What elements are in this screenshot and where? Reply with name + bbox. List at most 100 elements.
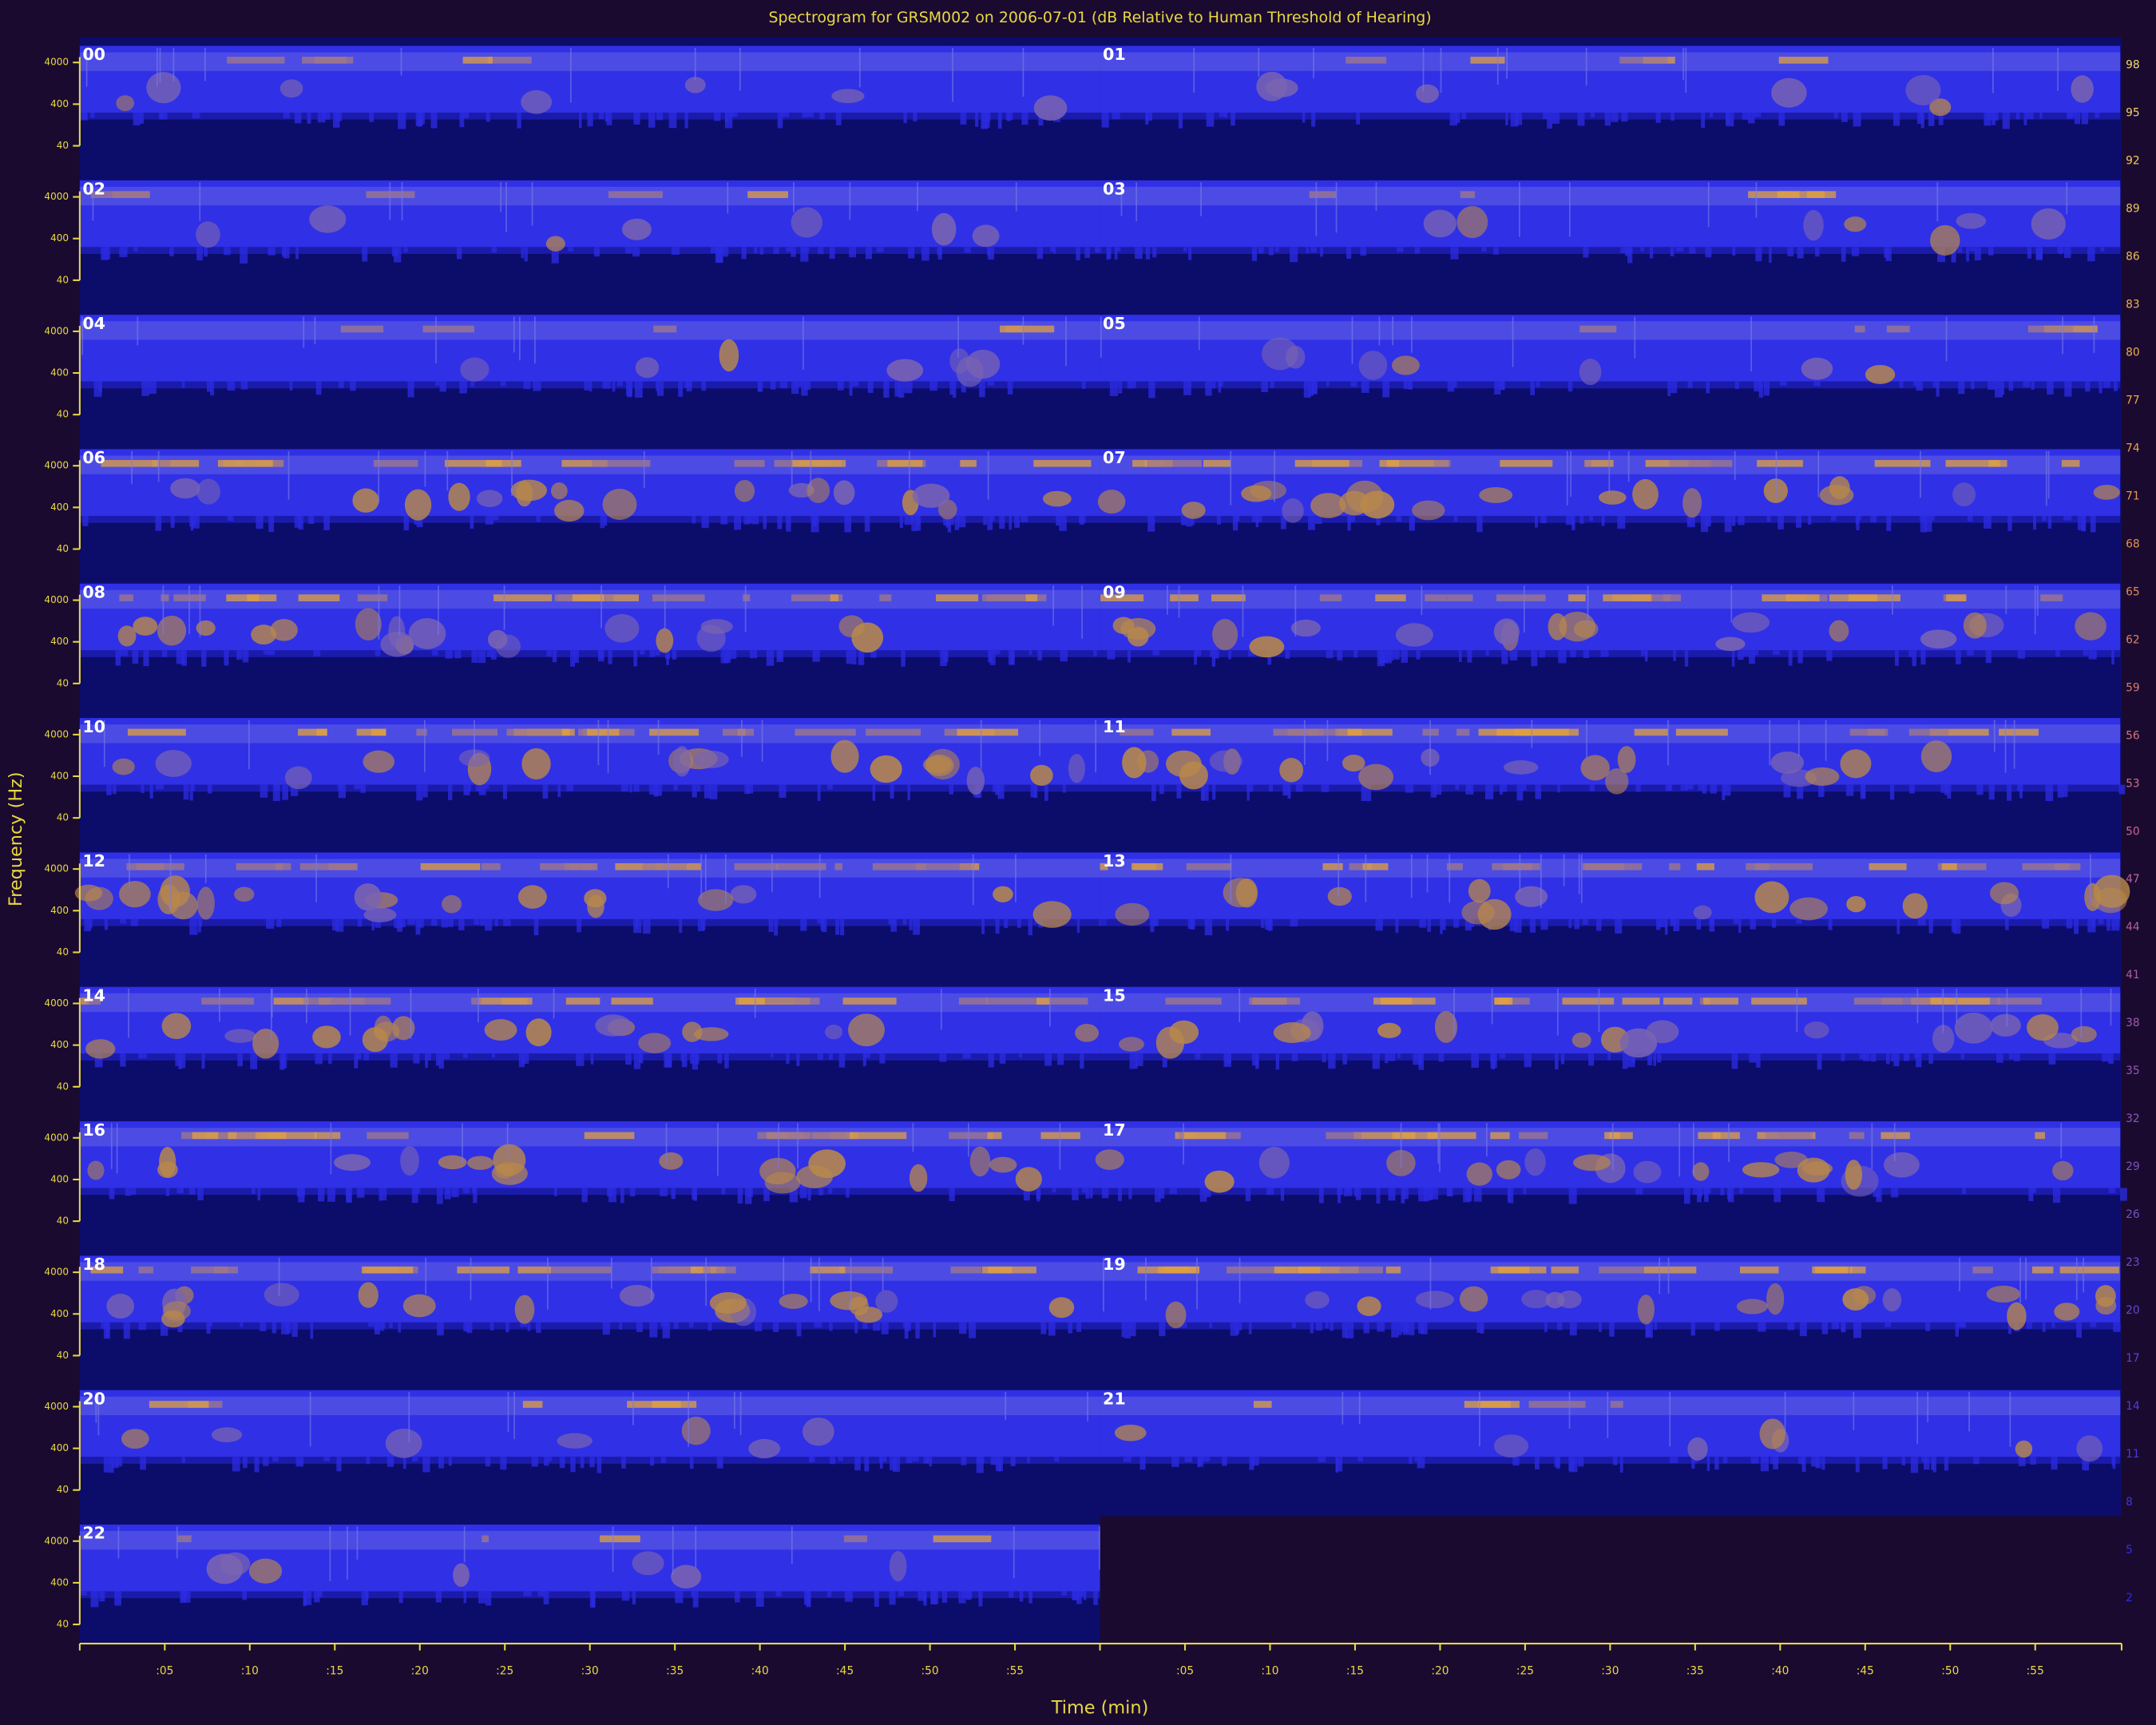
vertical-streak bbox=[137, 316, 139, 346]
vertical-streak bbox=[1568, 1392, 1571, 1429]
fringe bbox=[553, 1188, 557, 1196]
vertical-streak bbox=[1392, 316, 1394, 346]
call-blob bbox=[363, 907, 397, 922]
call-streak bbox=[1504, 997, 1530, 1005]
call-blob bbox=[1952, 482, 1976, 507]
vertical-streak bbox=[1871, 1123, 1873, 1170]
fringe bbox=[692, 516, 696, 524]
fringe bbox=[593, 247, 600, 257]
fringe bbox=[2090, 1322, 2097, 1327]
fringe bbox=[1723, 784, 1731, 796]
call-blob bbox=[1797, 1157, 1830, 1183]
fringe bbox=[1831, 516, 1837, 521]
call-blob bbox=[1423, 209, 1457, 238]
fringe bbox=[1589, 784, 1595, 791]
fringe bbox=[1583, 650, 1590, 658]
fringe bbox=[1957, 247, 1963, 253]
vertical-streak bbox=[1685, 47, 1687, 93]
fringe bbox=[910, 1457, 919, 1461]
fringe bbox=[1476, 516, 1483, 533]
fringe bbox=[1702, 784, 1707, 794]
call-blob bbox=[385, 1428, 422, 1458]
fringe bbox=[1303, 381, 1309, 398]
call-streak bbox=[217, 459, 273, 467]
call-blob bbox=[117, 625, 137, 647]
fringe bbox=[1044, 784, 1048, 801]
panel-label: 03 bbox=[1103, 180, 1126, 199]
fringe bbox=[577, 918, 581, 933]
fringe bbox=[1381, 650, 1389, 663]
fringe bbox=[1311, 381, 1318, 395]
fringe bbox=[470, 516, 474, 529]
call-streak bbox=[1131, 862, 1163, 870]
fringe bbox=[407, 381, 414, 398]
fringe bbox=[2111, 918, 2120, 931]
fringe bbox=[995, 918, 1000, 934]
vertical-streak bbox=[330, 1123, 332, 1175]
call-blob bbox=[1456, 205, 1488, 239]
call-streak bbox=[987, 1132, 1002, 1140]
fringe bbox=[673, 784, 678, 791]
color-tick-label: 89 bbox=[2126, 203, 2140, 216]
fringe bbox=[279, 1053, 285, 1070]
fringe bbox=[987, 381, 994, 386]
y-tick-label: 400 bbox=[50, 905, 69, 916]
fringe bbox=[1402, 1188, 1409, 1200]
fringe bbox=[2111, 1457, 2115, 1465]
fringe bbox=[403, 247, 408, 252]
spectrogram-texture bbox=[1100, 1255, 2121, 1338]
vertical-streak bbox=[129, 854, 130, 889]
call-streak bbox=[1946, 594, 1967, 601]
fringe bbox=[1239, 1322, 1242, 1330]
fringe bbox=[691, 1591, 695, 1597]
call-blob bbox=[1137, 750, 1159, 773]
noise-band bbox=[1100, 918, 2121, 926]
vertical-streak bbox=[705, 1257, 707, 1307]
fringe bbox=[1452, 381, 1457, 388]
fringe bbox=[671, 247, 680, 256]
call-blob bbox=[1521, 1290, 1552, 1309]
fringe bbox=[138, 1053, 147, 1059]
call-streak bbox=[1319, 594, 1342, 601]
fringe bbox=[2002, 113, 2010, 129]
call-streak bbox=[1997, 997, 2042, 1005]
vertical-streak bbox=[1755, 182, 1758, 218]
fringe bbox=[155, 516, 162, 531]
call-blob bbox=[2031, 208, 2066, 240]
call-streak bbox=[1274, 1266, 1321, 1274]
panel-label: 05 bbox=[1103, 314, 1126, 333]
call-streak bbox=[1120, 728, 1154, 736]
vertical-streak bbox=[1750, 316, 1752, 371]
vertical-streak bbox=[597, 720, 600, 765]
call-streak bbox=[1583, 459, 1592, 467]
fringe bbox=[1988, 247, 1994, 256]
fringe bbox=[1347, 1188, 1353, 1196]
call-streak bbox=[2059, 1266, 2119, 1274]
call-blob bbox=[696, 625, 726, 652]
fringe bbox=[690, 1053, 696, 1064]
noise-band bbox=[79, 186, 1100, 206]
fringe bbox=[684, 113, 688, 129]
fringe bbox=[438, 1053, 445, 1069]
fringe bbox=[1118, 381, 1123, 394]
fringe bbox=[268, 247, 275, 256]
call-blob bbox=[2095, 1296, 2117, 1315]
fringe bbox=[1698, 784, 1704, 791]
fringe bbox=[648, 113, 656, 128]
fringe bbox=[2026, 1322, 2032, 1329]
call-streak bbox=[587, 728, 620, 736]
call-blob bbox=[392, 1016, 415, 1041]
vertical-streak bbox=[1342, 1392, 1344, 1425]
y-tick-label: 400 bbox=[50, 1576, 69, 1588]
fringe bbox=[470, 381, 475, 387]
fringe bbox=[2090, 516, 2096, 533]
fringe bbox=[1664, 918, 1668, 935]
fringe bbox=[1627, 247, 1633, 264]
fringe bbox=[1689, 247, 1696, 254]
fringe bbox=[985, 113, 991, 121]
fringe bbox=[1004, 918, 1009, 928]
fringe bbox=[503, 918, 511, 926]
fringe bbox=[1647, 1053, 1652, 1066]
fringe bbox=[1734, 381, 1740, 390]
vertical-streak bbox=[176, 1526, 178, 1559]
